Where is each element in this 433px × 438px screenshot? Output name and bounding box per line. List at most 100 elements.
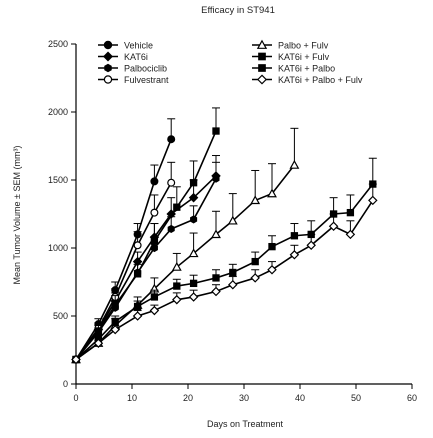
legend-marker [103,40,113,50]
data-point [188,192,199,203]
data-point [268,242,276,251]
chart-title: Efficacy in ST941 [201,5,275,16]
series-line [75,175,217,360]
data-point [167,178,176,187]
legend-item: Palbociclib [98,63,167,73]
legend-label: Palbo + Fulv [278,40,329,50]
data-point [149,305,160,316]
data-point [110,324,120,335]
data-point [368,195,378,206]
data-point [173,203,181,211]
data-point [346,208,355,217]
legend-marker [103,75,113,84]
legend-item: KAT6i + Palbo [252,63,335,73]
legend-item: KAT6i + Fulv [252,52,330,62]
x-tick-label: 30 [239,393,249,403]
series-5 [72,107,220,364]
data-point [251,257,259,266]
legend-item: KAT6i + Palbo + Fulv [252,74,363,85]
data-point [188,248,199,258]
series-3 [71,161,176,364]
data-point [306,240,316,251]
data-point [133,241,142,250]
data-point [189,279,198,288]
data-point [267,188,277,198]
legend-label: Fulvestrant [124,75,169,85]
series-6 [72,157,377,364]
data-point [212,127,220,135]
data-point [133,270,142,278]
legend-marker [257,74,267,85]
data-point [290,232,299,240]
x-tick-label: 40 [295,393,305,403]
legend-item: Fulvestrant [98,75,169,85]
data-point [171,261,182,271]
y-tick-label: 500 [53,311,68,321]
x-tick-label: 20 [183,393,193,403]
data-point [267,265,277,275]
legend-marker [258,52,266,61]
data-point [211,286,221,297]
data-point [328,221,339,231]
data-point [189,179,198,187]
y-tick-label: 1000 [48,243,68,253]
legend-label: Vehicle [124,40,153,50]
data-point [132,311,143,321]
legend-item: Vehicle [98,40,153,50]
data-point [345,229,356,240]
legend-label: Palbociclib [124,63,167,73]
data-point [167,135,176,144]
y-tick-label: 1500 [48,175,68,185]
data-point [172,294,182,305]
data-point [212,274,220,282]
series-layer [71,107,378,365]
series-line [75,183,374,361]
data-point [212,174,220,183]
data-point [228,279,238,290]
data-point [229,268,237,277]
data-point [94,327,103,335]
data-point [250,273,260,283]
data-point [150,237,159,245]
x-axis-title: Days on Treatment [207,419,284,429]
data-point [173,282,181,290]
data-point [167,224,175,234]
x-tick-label: 60 [407,393,417,403]
legend-item: KAT6i [98,51,148,62]
y-tick-label: 2500 [48,39,68,49]
y-tick-label: 0 [63,379,68,389]
data-point [133,302,142,311]
legend-label: KAT6i + Fulv [278,52,330,62]
data-point [111,301,119,309]
series-line [75,182,172,360]
series-4 [71,127,300,364]
data-point [227,215,238,225]
data-point [188,292,199,302]
axes: 0 500 1000 1500 2000 2500 0 10 20 30 40 50 60 [48,39,417,403]
legend-item: Palbo + Fulv [252,39,329,50]
data-point [289,250,300,260]
series-7 [71,183,378,365]
legend-label: KAT6i [124,52,148,62]
data-point [190,215,198,224]
data-point [250,195,261,205]
legend-marker [256,39,268,49]
x-tick-label: 50 [351,393,361,403]
legend-label: KAT6i + Palbo [278,63,335,73]
data-point [150,293,159,301]
y-axis-title: Mean Tumor Volume ± SEM (mm³) [12,146,22,285]
series-line [75,130,217,361]
data-point [150,177,159,186]
data-point [71,354,81,365]
data-point [150,208,159,217]
data-point [111,317,119,326]
legend-marker [104,63,112,73]
data-point [93,338,104,348]
data-point [211,229,221,239]
y-tick-label: 2000 [48,107,68,117]
data-point [289,159,300,169]
legend-marker [258,64,266,72]
